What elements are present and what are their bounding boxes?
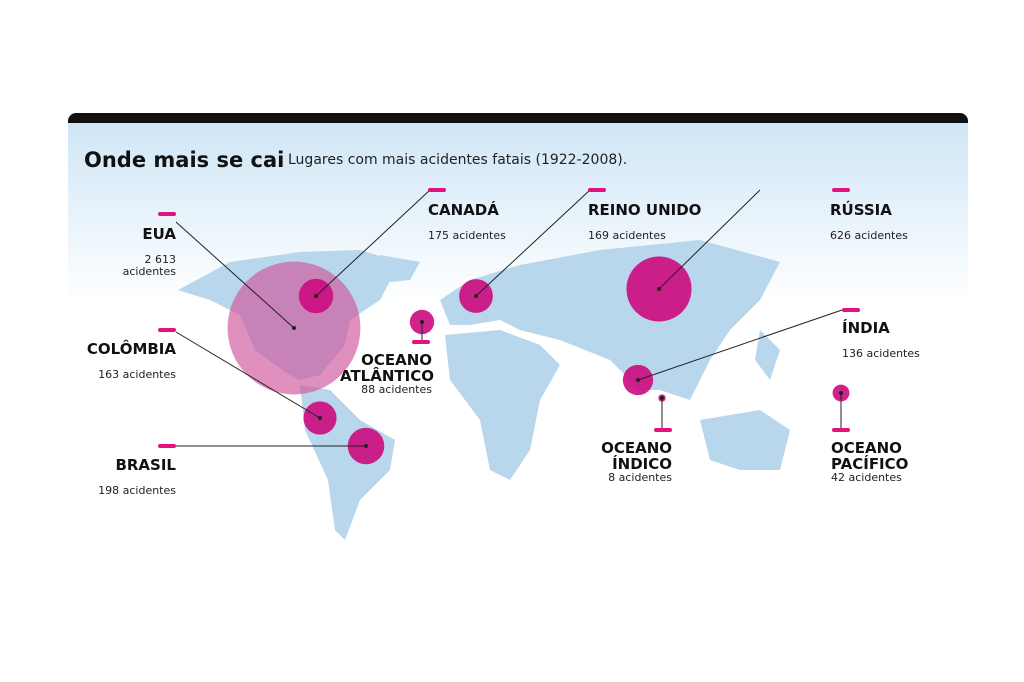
- location-label: CANADÁ 175 acidentes: [428, 202, 568, 242]
- label-dash: [842, 308, 860, 312]
- location-name: OCEANO ÍNDICO: [601, 439, 672, 473]
- location-label: COLÔMBIA 163 acidentes: [40, 341, 176, 381]
- location-count: 2 613 acidentes: [122, 253, 176, 278]
- leader-dot: [292, 326, 296, 330]
- location-count: 626 acidentes: [830, 229, 908, 242]
- location-count: 42 acidentes: [831, 471, 902, 484]
- leader-dot: [839, 391, 843, 395]
- location-name: EUA: [142, 225, 176, 243]
- leader-line: [475, 189, 591, 297]
- leader-dot: [318, 416, 322, 420]
- location-label: OCEANO PACÍFICO 42 acidentes: [831, 440, 951, 484]
- location-name: OCEANO ATLÂNTICO: [340, 351, 434, 385]
- location-count: 136 acidentes: [842, 347, 920, 360]
- location-name: BRASIL: [115, 456, 176, 474]
- label-dash: [412, 340, 430, 344]
- location-label: REINO UNIDO 169 acidentes: [588, 202, 728, 242]
- leader-line: [315, 189, 431, 297]
- leader-dot: [660, 396, 664, 400]
- label-dash: [158, 444, 176, 448]
- location-count: 169 acidentes: [588, 229, 666, 242]
- location-name: RÚSSIA: [830, 201, 892, 219]
- location-count: 88 acidentes: [361, 383, 432, 396]
- leader-dot: [364, 444, 368, 448]
- location-label: BRASIL 198 acidentes: [40, 457, 176, 497]
- location-label: RÚSSIA 626 acidentes: [830, 202, 950, 242]
- leader-dot: [420, 320, 424, 324]
- leader-line: [637, 309, 843, 381]
- label-dash: [588, 188, 606, 192]
- location-count: 198 acidentes: [98, 484, 176, 497]
- location-name: COLÔMBIA: [86, 340, 176, 358]
- subtitle: Lugares com mais acidentes fatais (1922-…: [288, 152, 628, 168]
- leader-line: [658, 189, 761, 290]
- leader-dot: [314, 294, 318, 298]
- leader-line: [175, 331, 321, 419]
- label-dash: [832, 428, 850, 432]
- label-dash: [654, 428, 672, 432]
- location-label: EUA 2 613 acidentes: [116, 226, 176, 278]
- leader-dot: [474, 294, 478, 298]
- location-label: OCEANO ÍNDICO 8 acidentes: [540, 440, 672, 484]
- label-dash: [832, 188, 850, 192]
- location-name: REINO UNIDO: [588, 201, 702, 219]
- location-name: OCEANO PACÍFICO: [831, 439, 909, 473]
- label-dash: [158, 328, 176, 332]
- location-name: ÍNDIA: [842, 319, 890, 337]
- location-name: CANADÁ: [428, 201, 499, 219]
- location-count: 8 acidentes: [608, 471, 672, 484]
- label-dash: [158, 212, 176, 216]
- location-label: OCEANO ATLÂNTICO 88 acidentes: [300, 351, 434, 396]
- location-count: 163 acidentes: [98, 368, 176, 381]
- leader-line: [175, 221, 295, 329]
- label-dash: [428, 188, 446, 192]
- location-count: 175 acidentes: [428, 229, 506, 242]
- location-label: ÍNDIA 136 acidentes: [842, 320, 962, 360]
- leader-dot: [657, 287, 661, 291]
- title: Onde mais se cai: [84, 148, 285, 172]
- leader-dot: [636, 378, 640, 382]
